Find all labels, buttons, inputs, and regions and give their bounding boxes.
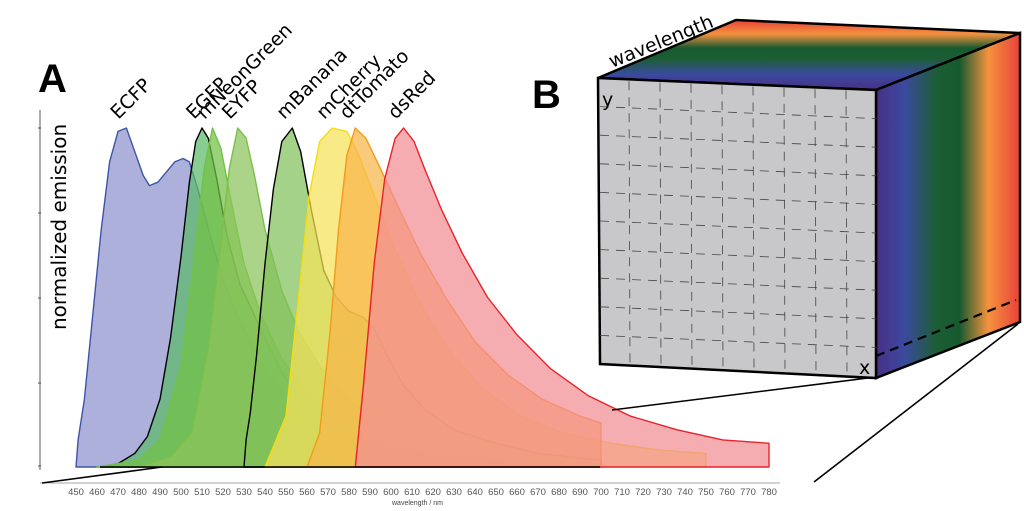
panel-a-letter: A [38, 57, 67, 101]
zoom-line-upper [611, 377, 869, 411]
x-tick-label: 570 [320, 487, 336, 498]
spectra-areas [75, 127, 770, 468]
x-tick-label: 670 [530, 487, 546, 498]
pixel-grid [599, 81, 877, 378]
grid-hline [599, 134, 877, 148]
x-tick-label: 490 [152, 487, 168, 498]
label-ecfp: ECFP [106, 74, 155, 123]
x-tick-label: 510 [194, 487, 210, 498]
x-tick-label: 460 [89, 487, 105, 498]
x-tick-label: 530 [236, 487, 252, 498]
grid-hline [599, 306, 877, 320]
x-tick-label: 680 [551, 487, 567, 498]
x-tick-label: 550 [278, 487, 294, 498]
y-axis-label: normalized emission [47, 124, 71, 330]
x-tick-label: 480 [131, 487, 147, 498]
x-axis: 450 460 470 480 490 500 510 520 530 540 550 560 570 5… [40, 482, 780, 498]
area-dsred [354, 127, 770, 468]
x-tick-label: 770 [740, 487, 756, 498]
panel-b-letter: B [532, 73, 561, 117]
x-tick-label: 590 [362, 487, 378, 498]
zoom-line-axis [41, 466, 163, 484]
cube-y-label: y [602, 89, 613, 111]
x-tick-label: 580 [341, 487, 357, 498]
x-tick-label: 640 [467, 487, 483, 498]
x-tick-label: 630 [446, 487, 462, 498]
grid-hline [599, 277, 877, 291]
x-tick-label: 730 [656, 487, 672, 498]
x-axis-title: wavelength / nm [391, 500, 443, 507]
x-tick-label: 780 [761, 487, 777, 498]
x-tick-label: 520 [215, 487, 231, 498]
grid-hline [599, 249, 877, 262]
x-tick-label: 760 [719, 487, 735, 498]
grid-hline [599, 106, 877, 119]
x-tick-label: 540 [257, 487, 273, 498]
zoom-line-lower [813, 323, 1019, 483]
y-axis [38, 110, 41, 470]
cube-dashed-edge [875, 298, 1017, 358]
x-tick-label: 660 [509, 487, 525, 498]
x-tick-label: 470 [110, 487, 126, 498]
x-tick-label: 600 [383, 487, 399, 498]
x-tick-label: 750 [698, 487, 714, 498]
x-tick-label: 710 [614, 487, 630, 498]
grid-hline [599, 335, 877, 348]
x-tick-label: 700 [593, 487, 609, 498]
grid-hline [599, 220, 877, 234]
x-tick-label: 610 [404, 487, 420, 498]
x-tick-label: 720 [635, 487, 651, 498]
x-tick-label: 690 [572, 487, 588, 498]
x-tick-label: 740 [677, 487, 693, 498]
x-tick-label: 560 [299, 487, 315, 498]
cube-x-label: x [859, 357, 870, 379]
grid-hline [599, 192, 877, 205]
x-tick-label: 650 [488, 487, 504, 498]
grid-hline [599, 163, 877, 177]
x-tick-label: 500 [173, 487, 189, 498]
x-tick-label: 450 [68, 487, 84, 498]
x-tick-label: 620 [425, 487, 441, 498]
cube-front-face [596, 76, 878, 380]
